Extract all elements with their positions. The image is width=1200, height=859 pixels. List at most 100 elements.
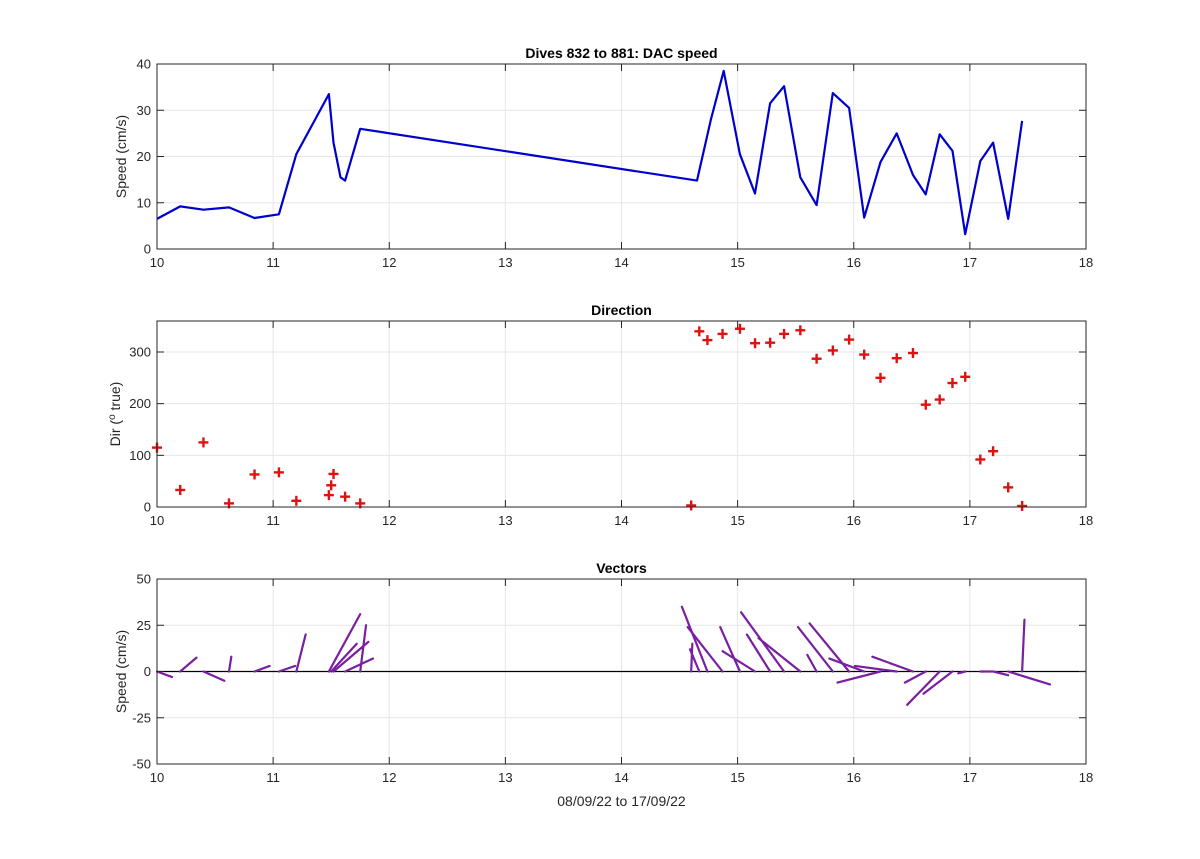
direction-point-marker — [795, 325, 806, 336]
direction-point-marker — [765, 337, 776, 348]
direction-x-tick-label: 14 — [614, 513, 628, 528]
direction-x-tick-label: 15 — [730, 513, 744, 528]
speed-y-tick-label: 0 — [144, 242, 151, 257]
vectors-vector-segment — [745, 633, 772, 673]
vectors-vector-segment — [922, 670, 954, 695]
direction-x-tick-label: 12 — [382, 513, 396, 528]
vectors-x-tick-label: 14 — [614, 770, 628, 785]
direction-point-marker — [988, 446, 999, 457]
direction-point-marker — [875, 372, 886, 383]
direction-x-tick-label: 11 — [266, 513, 280, 528]
direction-point-marker — [326, 480, 337, 491]
direction-x-tick-label: 10 — [150, 513, 164, 528]
direction-point-marker — [198, 437, 209, 448]
vectors-y-tick-label: -25 — [132, 710, 151, 725]
vectors-vector-segment — [688, 648, 701, 673]
direction-point-marker — [686, 500, 697, 511]
speed-x-tick-label: 13 — [498, 255, 512, 270]
vectors-x-tick-label: 13 — [498, 770, 512, 785]
vectors-vector-segment — [828, 657, 866, 673]
vectors-vector-segment — [277, 664, 297, 673]
direction-point-marker — [920, 399, 931, 410]
direction-y-tick-label: 200 — [129, 396, 151, 411]
direction-point-marker — [249, 469, 260, 480]
speed-x-tick-label: 16 — [847, 255, 861, 270]
vectors-vector-segment — [903, 670, 927, 684]
vectors-y-tick-label: 25 — [137, 618, 151, 633]
vectors-vector-segment — [686, 625, 724, 673]
speed-y-tick-label: 10 — [137, 195, 151, 210]
vectors-vector-segment — [806, 653, 818, 673]
speed-x-tick-label: 15 — [730, 255, 744, 270]
speed-x-tick-label: 18 — [1079, 255, 1093, 270]
vectors-vector-segment — [991, 670, 1010, 677]
direction-point-marker — [1017, 500, 1028, 511]
vectors-y-tick-label: 50 — [137, 572, 151, 587]
direction-point-marker — [934, 394, 945, 405]
speed-y-tick-label: 20 — [137, 149, 151, 164]
direction-point-marker — [827, 345, 838, 356]
vectors-vector-segment — [871, 655, 915, 673]
speed-title: Dives 832 to 881: DAC speed — [525, 45, 717, 61]
direction-y-tick-label: 300 — [129, 345, 151, 360]
vectors-y-tick-label: -50 — [132, 757, 151, 772]
direction-point-marker — [859, 349, 870, 360]
speed-x-tick-label: 14 — [614, 255, 628, 270]
direction-y-tick-label: 0 — [144, 500, 151, 515]
direction-point-marker — [779, 328, 790, 339]
direction-x-tick-label: 13 — [498, 513, 512, 528]
vectors-y-tick-label: 0 — [144, 664, 151, 679]
vectors-vector-segment — [721, 650, 757, 673]
direction-point-marker — [734, 323, 745, 334]
vectors-y-axis-label: Speed (cm/s) — [113, 630, 129, 713]
vectors-vector-segment — [1021, 618, 1026, 673]
vectors-vector-segment — [155, 670, 174, 679]
speed-y-axis-label: Speed (cm/s) — [113, 115, 129, 198]
direction-point-marker — [291, 495, 302, 506]
direction-y-axis-label-sup: o — [107, 414, 118, 420]
vectors-vector-segment — [853, 664, 898, 673]
direction-x-tick-label: 18 — [1079, 513, 1093, 528]
direction-point-marker — [273, 467, 284, 478]
direction-point-marker — [694, 326, 705, 337]
vectors-vector-segment — [680, 605, 709, 673]
vectors-vector-segment — [295, 633, 307, 673]
speed-y-tick-label: 40 — [137, 57, 151, 72]
direction-point-marker — [750, 338, 761, 349]
vectors-vector-segment — [344, 657, 375, 673]
direction-point-marker — [975, 454, 986, 465]
vectors-vector-segment — [690, 642, 694, 673]
vectors-panel: 10 11 12 13 14 15 16 17 18 -50 -25 0 25 50 Vectors Spee… — [113, 560, 1093, 809]
vectors-x-tick-label: 17 — [963, 770, 977, 785]
vectors-x-tick-label: 12 — [382, 770, 396, 785]
vectors-vector-segment — [253, 664, 271, 673]
vectors-vector-segment — [757, 637, 802, 673]
vectors-vector-segment — [179, 656, 198, 673]
vectors-vector-segment — [227, 655, 233, 673]
direction-y-axis-label-main: Dir ( — [107, 420, 123, 447]
direction-point-marker — [844, 334, 855, 345]
direction-point-marker — [947, 378, 958, 388]
vectors-vector-segment — [1007, 670, 1052, 686]
direction-point-marker — [328, 468, 339, 479]
vectors-x-tick-label: 11 — [266, 770, 280, 785]
vectors-vector-segment — [359, 624, 368, 673]
vectors-x-tick-label: 10 — [150, 770, 164, 785]
vectors-vector-segment — [836, 670, 882, 684]
vectors-vector-segment — [330, 642, 358, 673]
vectors-vector-segment — [327, 613, 362, 673]
vectors-title: Vectors — [596, 560, 647, 576]
direction-point-marker — [907, 348, 918, 359]
direction-x-tick-label: 16 — [847, 513, 861, 528]
vectors-x-tick-label: 15 — [730, 770, 744, 785]
speed-series-line — [156, 69, 1024, 236]
direction-y-tick-label: 100 — [129, 448, 151, 463]
direction-point-marker — [960, 371, 971, 382]
direction-point-marker — [891, 353, 902, 364]
direction-point-marker — [811, 353, 822, 364]
speed-x-tick-label: 10 — [150, 255, 164, 270]
speed-x-tick-label: 11 — [266, 255, 280, 270]
vectors-x-axis-label: 08/09/22 to 17/09/22 — [557, 793, 686, 809]
